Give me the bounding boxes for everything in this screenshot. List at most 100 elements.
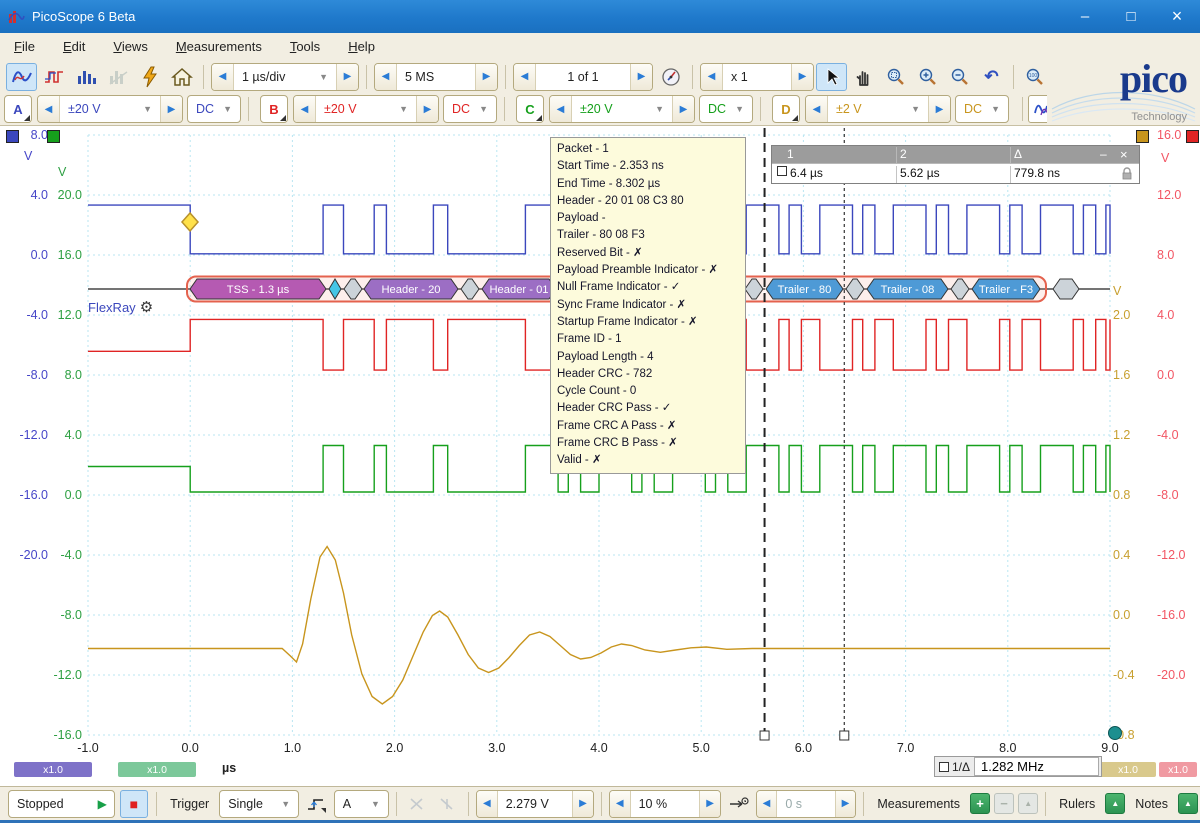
minimize-button[interactable]: – bbox=[1080, 8, 1090, 25]
channel-d-button[interactable]: D bbox=[772, 95, 800, 123]
pretrigger-up-button[interactable]: ▶ bbox=[699, 790, 721, 817]
channel-a-coupling-select[interactable]: DC ▼ bbox=[187, 95, 241, 123]
decoder-segment-fss[interactable] bbox=[328, 278, 342, 300]
trigger-delay-button[interactable] bbox=[723, 790, 753, 818]
channel-b-coupling-select[interactable]: DC ▼ bbox=[443, 95, 497, 123]
frequency-checkbox[interactable] bbox=[939, 761, 949, 772]
level-up-button[interactable]: ▶ bbox=[572, 790, 593, 817]
range-prev-button[interactable]: ◀ bbox=[806, 96, 828, 122]
channel-c-coupling-select[interactable]: DC ▼ bbox=[699, 95, 753, 123]
decoder-segment-trailer[interactable] bbox=[866, 278, 949, 300]
range-select[interactable]: ±20 V ▼ bbox=[68, 102, 152, 116]
axis-offset-marker[interactable] bbox=[6, 130, 19, 143]
notes-button[interactable]: ▲ bbox=[1177, 793, 1198, 814]
trigger-mode-select[interactable]: Single ▼ bbox=[219, 789, 300, 818]
menu-tools[interactable]: Tools bbox=[289, 39, 321, 54]
frequency-readout[interactable]: 1/Δ 1.282 MHz bbox=[934, 756, 1102, 777]
samples-value[interactable]: 5 MS bbox=[405, 69, 435, 84]
trigger-source-select[interactable]: A ▼ bbox=[333, 789, 389, 818]
menu-edit[interactable]: Edit bbox=[62, 39, 86, 54]
decoder-segment-trailer[interactable] bbox=[765, 278, 844, 300]
gear-icon[interactable]: ⚙ bbox=[139, 299, 154, 316]
persistence-view-button[interactable] bbox=[38, 63, 69, 91]
samples-next-button[interactable]: ▶ bbox=[475, 63, 497, 90]
rising-edge-button[interactable] bbox=[402, 790, 432, 818]
legend-minimize-button[interactable]: – bbox=[1100, 147, 1107, 161]
xy-view-button[interactable] bbox=[102, 63, 133, 91]
trigger-edge-button[interactable] bbox=[301, 790, 331, 818]
zoom-100-tool[interactable]: 100 bbox=[1019, 63, 1050, 91]
auto-setup-button[interactable] bbox=[134, 63, 165, 91]
decoder-label[interactable]: FlexRay ⚙ bbox=[88, 299, 154, 316]
ruler-checkbox[interactable] bbox=[777, 166, 787, 176]
start-button[interactable]: ▶ bbox=[97, 796, 107, 811]
lock-icon[interactable] bbox=[1122, 167, 1132, 183]
decoder-segment-trailer[interactable] bbox=[971, 278, 1041, 300]
zoom-next-button[interactable]: ▶ bbox=[791, 63, 813, 90]
range-select[interactable]: ±20 V ▼ bbox=[324, 102, 408, 116]
hand-tool[interactable] bbox=[848, 63, 879, 91]
undo-zoom-tool[interactable]: ↶ bbox=[984, 66, 999, 86]
buffer-navigator-icon[interactable] bbox=[655, 63, 686, 91]
level-down-button[interactable]: ◀ bbox=[476, 790, 498, 817]
scope-view[interactable]: TSS - 1.3 µs Header - 20 Header - 01 Header… bbox=[0, 126, 1200, 786]
ruler-handle-1[interactable] bbox=[839, 730, 850, 741]
delay-down-button[interactable]: ◀ bbox=[756, 790, 778, 817]
range-next-button[interactable]: ▶ bbox=[160, 96, 182, 122]
spectrum-view-button[interactable] bbox=[70, 63, 101, 91]
timebase-prev-button[interactable]: ◀ bbox=[212, 63, 234, 90]
decoder-segment-bss[interactable] bbox=[460, 278, 480, 300]
pretrigger-value[interactable]: 10 % bbox=[638, 796, 668, 811]
axis-offset-marker[interactable] bbox=[1186, 130, 1199, 143]
normal-selection-tool[interactable] bbox=[816, 62, 847, 91]
page-prev-button[interactable]: ◀ bbox=[514, 63, 536, 90]
axis-offset-marker[interactable] bbox=[47, 130, 60, 143]
decoder-segment-header[interactable] bbox=[363, 278, 459, 300]
delay-value[interactable]: 0 s bbox=[785, 796, 802, 811]
zoom-prev-button[interactable]: ◀ bbox=[701, 63, 723, 90]
home-button[interactable] bbox=[166, 63, 197, 91]
edit-measurement-button[interactable]: ▲ bbox=[1018, 793, 1039, 814]
range-next-button[interactable]: ▶ bbox=[928, 96, 950, 122]
close-button[interactable]: × bbox=[1171, 6, 1183, 26]
channel-d-coupling-select[interactable]: DC ▼ bbox=[955, 95, 1009, 123]
marquee-zoom-tool[interactable] bbox=[880, 63, 911, 91]
channel-c-button[interactable]: C bbox=[516, 95, 544, 123]
zoom-out-tool[interactable] bbox=[944, 63, 975, 91]
trigger-level-value[interactable]: 2.279 V bbox=[505, 796, 549, 811]
menu-file[interactable]: File bbox=[14, 39, 35, 54]
samples-prev-button[interactable]: ◀ bbox=[375, 63, 397, 90]
stop-button[interactable]: ■ bbox=[119, 789, 149, 818]
add-measurement-button[interactable]: + bbox=[970, 793, 991, 814]
range-next-button[interactable]: ▶ bbox=[672, 96, 694, 122]
decoder-segment-bss[interactable] bbox=[950, 278, 970, 300]
page-next-button[interactable]: ▶ bbox=[630, 63, 652, 90]
range-prev-button[interactable]: ◀ bbox=[294, 96, 316, 122]
channel-b-button[interactable]: B bbox=[260, 95, 288, 123]
decoder-segment-tss[interactable] bbox=[189, 278, 327, 300]
scope-view-button[interactable] bbox=[6, 62, 37, 91]
channel-a-button[interactable]: A bbox=[4, 95, 32, 123]
rulers-button[interactable]: ▲ bbox=[1105, 793, 1126, 814]
axis-offset-marker[interactable] bbox=[1136, 130, 1149, 143]
legend-close-button[interactable]: × bbox=[1120, 147, 1128, 162]
range-prev-button[interactable]: ◀ bbox=[550, 96, 572, 122]
trigger-marker[interactable] bbox=[180, 211, 200, 233]
maximize-button[interactable]: □ bbox=[1126, 8, 1136, 25]
range-select[interactable]: ±2 V ▼ bbox=[836, 102, 920, 116]
zoom-in-tool[interactable] bbox=[912, 63, 943, 91]
decoder-segment-bss[interactable] bbox=[343, 278, 363, 300]
remove-measurement-button[interactable]: − bbox=[994, 793, 1015, 814]
zoom-factor-value[interactable]: x 1 bbox=[731, 69, 748, 84]
decoder-segment-bss[interactable] bbox=[845, 278, 865, 300]
falling-edge-button[interactable] bbox=[432, 790, 462, 818]
pretrigger-down-button[interactable]: ◀ bbox=[609, 790, 631, 817]
decoder-segment-dts[interactable] bbox=[1052, 278, 1080, 300]
menu-measurements[interactable]: Measurements bbox=[175, 39, 262, 54]
range-select[interactable]: ±20 V ▼ bbox=[580, 102, 664, 116]
timebase-next-button[interactable]: ▶ bbox=[336, 63, 358, 90]
range-prev-button[interactable]: ◀ bbox=[38, 96, 60, 122]
menu-help[interactable]: Help bbox=[348, 39, 375, 54]
menu-views[interactable]: Views bbox=[113, 39, 148, 54]
decoder-segment-bss[interactable] bbox=[744, 278, 764, 300]
